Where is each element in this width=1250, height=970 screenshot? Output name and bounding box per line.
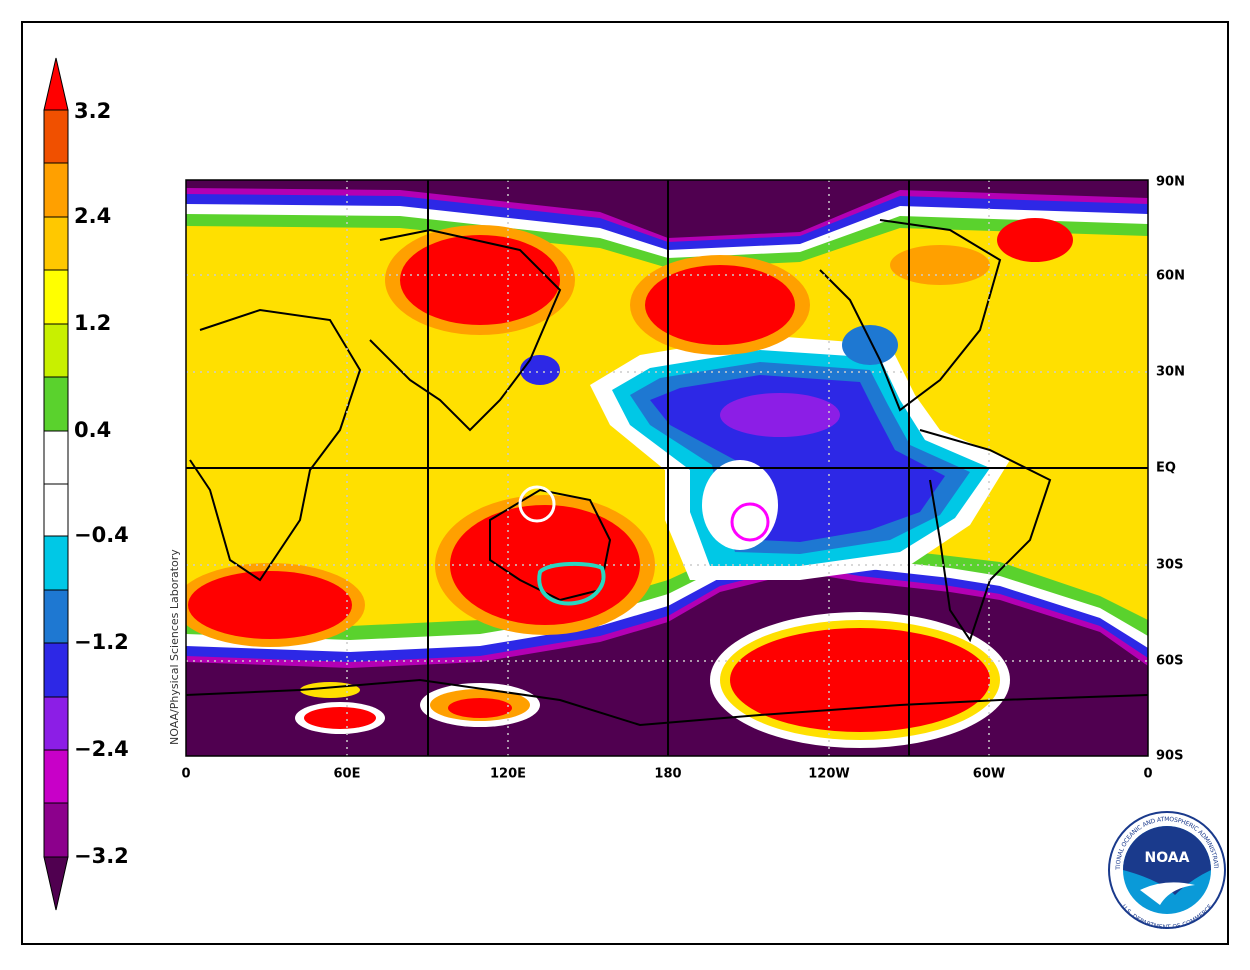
lat-label: 30S [1156, 558, 1183, 573]
graticule [185, 179, 1149, 757]
lon-label: 60E [334, 767, 361, 782]
colorbar-label: 3.2 [74, 99, 111, 123]
lon-label: 0 [181, 767, 190, 782]
colorbar-label: 0.4 [74, 418, 111, 442]
color-bar [43, 57, 69, 911]
lon-label: 120E [490, 767, 526, 782]
lat-label: 30N [1156, 365, 1185, 380]
lat-label: EQ [1156, 461, 1176, 476]
colorbar-label: −2.4 [74, 737, 129, 761]
annotation-circle [518, 485, 556, 523]
lon-label: 60W [973, 767, 1005, 782]
colorbar-label: −3.2 [74, 844, 129, 868]
lon-label: 120W [808, 767, 849, 782]
colorbar-label: 1.2 [74, 311, 111, 335]
credit: NOAA/Physical Sciences Laboratory [168, 549, 181, 745]
colorbar-label: 2.4 [74, 204, 111, 228]
colorbar-label: −0.4 [74, 523, 129, 547]
lat-label: 60N [1156, 269, 1185, 284]
annotation-loop [537, 561, 606, 606]
lat-label: 90N [1156, 175, 1185, 190]
colorbar-label: −1.2 [74, 630, 129, 654]
lon-label: 180 [654, 767, 681, 782]
logo-name: NOAA [1145, 850, 1190, 866]
lat-label: 60S [1156, 654, 1183, 669]
lon-label: 0 [1143, 767, 1152, 782]
annotation-circle [730, 502, 770, 542]
lat-label: 90S [1156, 749, 1183, 764]
